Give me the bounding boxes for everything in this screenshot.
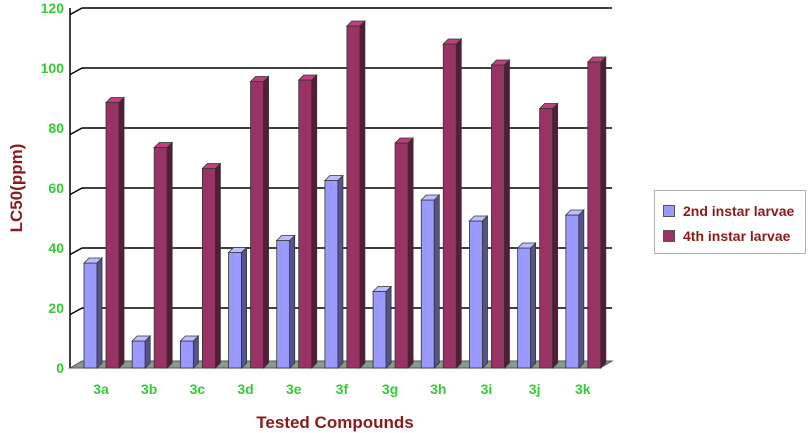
y-tick-label: 40: [48, 240, 64, 256]
x-tick-label: 3g: [382, 381, 398, 397]
gridline-slant: [69, 7, 83, 16]
bar-3a-2nd-instar: [83, 257, 103, 369]
x-tick-label: 3c: [190, 381, 206, 397]
gridline-slant: [69, 127, 83, 136]
x-axis-title: Tested Compounds: [256, 413, 413, 432]
bar-3j-4th-instar: [538, 102, 559, 369]
gridline-slant: [69, 187, 83, 196]
bar-3i-2nd-instar: [468, 215, 489, 369]
x-tick-label: 3b: [141, 381, 157, 397]
gridline-slant: [69, 247, 83, 256]
x-tick-label: 3a: [93, 381, 109, 397]
bar-3h-2nd-instar: [420, 194, 441, 369]
bar-3k-2nd-instar: [564, 209, 585, 369]
x-tick-label: 3f: [336, 381, 349, 397]
x-tick-label: 3d: [237, 381, 253, 397]
bar-3g-2nd-instar: [372, 285, 393, 369]
gridline-slant: [69, 67, 83, 76]
x-tick-label: 3i: [481, 381, 493, 397]
legend-label-4th-instar: 4th instar larvae: [683, 228, 791, 244]
bar-3j-2nd-instar: [516, 242, 537, 369]
y-tick-label: 0: [56, 360, 64, 376]
y-tick-label: 100: [41, 60, 65, 76]
bar-3i-4th-instar: [490, 59, 511, 369]
y-tick-label: 20: [48, 300, 64, 316]
legend: 2nd instar larvae 4th instar larvae: [654, 190, 806, 254]
bars: [83, 20, 607, 369]
bar-3c-2nd-instar: [179, 335, 200, 369]
x-tick-label: 3j: [529, 381, 541, 397]
gridline-slant: [69, 307, 83, 316]
y-axis-title: LC50(ppm): [7, 144, 26, 233]
bar-3h-4th-instar: [442, 38, 463, 369]
bar-3f-4th-instar: [345, 20, 366, 369]
legend-item-2nd-instar: 2nd instar larvae: [663, 201, 794, 221]
y-tick-labels: 0 20 40 60 80 100 120: [41, 0, 65, 376]
legend-swatch-4th-instar: [663, 230, 675, 242]
bar-3e-2nd-instar: [275, 234, 296, 369]
bar-3c-4th-instar: [201, 162, 222, 369]
bar-3e-4th-instar: [297, 74, 318, 369]
legend-label-2nd-instar: 2nd instar larvae: [683, 203, 795, 219]
bar-3d-4th-instar: [249, 75, 270, 369]
bar-3f-2nd-instar: [323, 174, 344, 369]
bar-3a-4th-instar: [105, 96, 125, 369]
x-tick-label: 3k: [575, 381, 591, 397]
y-tick-label: 120: [41, 0, 65, 16]
legend-item-4th-instar: 4th instar larvae: [663, 226, 790, 246]
bar-3k-4th-instar: [586, 56, 607, 369]
x-tick-label: 3h: [430, 381, 446, 397]
bar-3g-4th-instar: [394, 137, 415, 369]
y-tick-label: 80: [48, 120, 64, 136]
y-tick-label: 60: [48, 180, 64, 196]
x-tick-labels: 3a 3b 3c 3d 3e 3f 3g 3h 3i 3j 3k: [93, 381, 591, 397]
bar-3d-2nd-instar: [227, 246, 248, 369]
legend-swatch-2nd-instar: [663, 205, 675, 217]
x-tick-label: 3e: [286, 381, 302, 397]
bar-3b-2nd-instar: [131, 335, 152, 369]
bar-3b-4th-instar: [153, 141, 174, 369]
